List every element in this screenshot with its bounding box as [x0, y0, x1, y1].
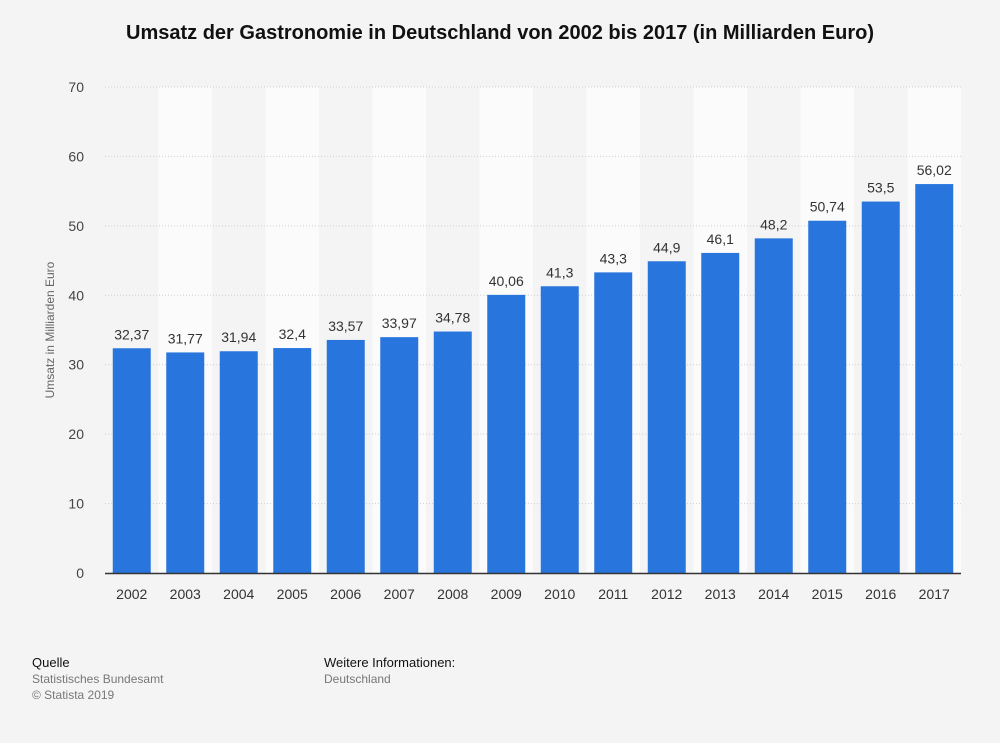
y-tick-label: 10: [68, 496, 84, 512]
bar: [166, 352, 205, 573]
x-tick-label: 2014: [758, 586, 789, 602]
bar: [754, 238, 793, 573]
x-tick-label: 2004: [223, 586, 254, 602]
x-tick-label: 2006: [330, 586, 361, 602]
y-tick-label: 50: [68, 218, 84, 234]
bar: [647, 261, 686, 573]
value-label: 40,06: [489, 273, 524, 289]
bar: [540, 286, 579, 573]
bar: [701, 252, 740, 574]
x-tick-label: 2012: [651, 586, 682, 602]
value-label: 33,97: [382, 315, 417, 331]
y-tick-label: 60: [68, 148, 84, 164]
value-label: 50,74: [810, 199, 845, 215]
value-label: 32,37: [114, 326, 149, 342]
info-block: Weitere Informationen: Deutschland: [324, 655, 455, 687]
value-label: 43,3: [600, 250, 627, 266]
value-label: 48,2: [760, 216, 787, 232]
bar: [808, 220, 847, 573]
value-label: 33,57: [328, 318, 363, 334]
bar: [594, 272, 633, 573]
x-tick-label: 2008: [437, 586, 468, 602]
x-tick-label: 2002: [116, 586, 147, 602]
value-label: 46,1: [707, 231, 734, 247]
y-tick-label: 40: [68, 287, 84, 303]
x-tick-label: 2009: [491, 586, 522, 602]
x-tick-label: 2016: [865, 586, 896, 602]
x-tick-label: 2003: [170, 586, 201, 602]
x-tick-label: 2015: [812, 586, 843, 602]
bar: [861, 201, 900, 574]
value-label: 56,02: [917, 162, 952, 178]
source-block: Quelle Statistisches Bundesamt © Statist…: [32, 655, 163, 703]
x-tick-label: 2010: [544, 586, 575, 602]
y-tick-label: 30: [68, 357, 84, 373]
bar: [112, 348, 151, 573]
y-tick-label: 70: [68, 79, 84, 95]
value-label: 41,3: [546, 264, 573, 280]
bar: [326, 339, 365, 573]
bar: [273, 348, 312, 573]
bar-chart: 0 10 20 30 40 50 60 70 32,37 2002 31,77 2003 31,94 20…: [68, 79, 961, 602]
x-tick-label: 2007: [384, 586, 415, 602]
y-axis-title: Umsatz in Milliarden Euro: [43, 261, 57, 399]
value-label: 34,78: [435, 310, 470, 326]
y-tick-label: 20: [68, 426, 84, 442]
x-tick-label: 2005: [277, 586, 308, 602]
bar: [487, 294, 526, 573]
bar: [219, 351, 258, 573]
bar: [433, 331, 472, 573]
x-tick-label: 2013: [705, 586, 736, 602]
info-line: Deutschland: [324, 672, 391, 686]
value-label: 31,77: [168, 330, 203, 346]
y-tick-label: 0: [76, 565, 84, 581]
chart-title: Umsatz der Gastronomie in Deutschland vo…: [126, 22, 874, 44]
source-line: Statistisches Bundesamt: [32, 672, 164, 686]
value-label: 53,5: [867, 180, 894, 196]
bar: [915, 184, 954, 573]
source-heading: Quelle: [32, 655, 70, 670]
value-label: 31,94: [221, 329, 256, 345]
value-label: 44,9: [653, 239, 680, 255]
value-label: 32,4: [279, 326, 306, 342]
bar: [380, 337, 419, 573]
x-tick-label: 2017: [919, 586, 950, 602]
x-tick-label: 2011: [598, 586, 628, 602]
copyright-line: © Statista 2019: [32, 688, 115, 702]
info-heading: Weitere Informationen:: [324, 655, 456, 670]
